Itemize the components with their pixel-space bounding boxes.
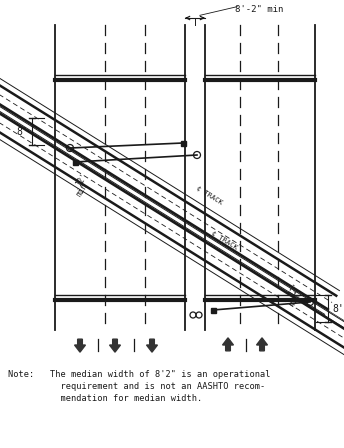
Text: requirement and is not an AASHTO recom-: requirement and is not an AASHTO recom- xyxy=(8,382,265,391)
Text: ¢ TRACK: ¢ TRACK xyxy=(195,185,223,206)
Text: 8'-2" min: 8'-2" min xyxy=(235,5,283,14)
Bar xyxy=(211,307,215,313)
Text: 8': 8' xyxy=(332,303,344,314)
Text: min: min xyxy=(288,292,302,308)
Text: mendation for median width.: mendation for median width. xyxy=(8,394,202,403)
Polygon shape xyxy=(223,338,234,351)
Text: Note:   The median width of 8'2" is an operational: Note: The median width of 8'2" is an ope… xyxy=(8,370,270,379)
Text: 12': 12' xyxy=(75,172,89,188)
Text: ¢ TRACK: ¢ TRACK xyxy=(210,229,238,250)
Polygon shape xyxy=(109,339,120,352)
Text: 8': 8' xyxy=(16,126,28,137)
Text: min: min xyxy=(75,182,89,198)
Bar xyxy=(181,141,185,146)
Bar xyxy=(73,159,77,164)
Text: 12': 12' xyxy=(288,282,302,298)
Polygon shape xyxy=(147,339,158,352)
Polygon shape xyxy=(75,339,85,352)
Polygon shape xyxy=(257,338,268,351)
